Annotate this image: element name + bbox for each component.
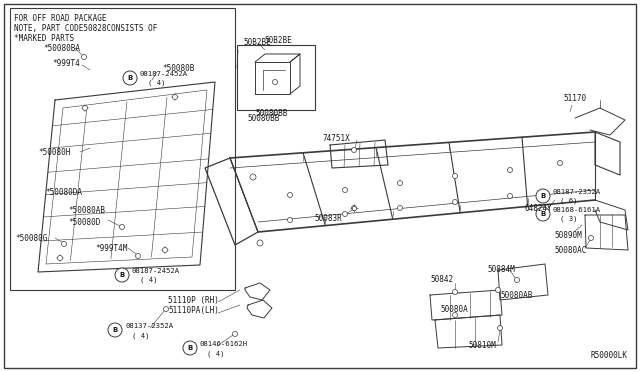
Circle shape [61,241,67,247]
Circle shape [173,94,177,99]
Text: 50B2BE: 50B2BE [264,35,292,45]
Text: *50080G: *50080G [15,234,47,243]
Circle shape [108,323,122,337]
Circle shape [452,173,458,179]
Circle shape [397,180,403,186]
Text: NOTE, PART CODE50828CONSISTS OF: NOTE, PART CODE50828CONSISTS OF [14,23,157,32]
Text: *MARKED PARTS: *MARKED PARTS [14,33,74,42]
Text: 74751X: 74751X [323,134,351,142]
Text: *50080AB: *50080AB [68,205,105,215]
Text: 50B2BE: 50B2BE [243,38,271,46]
Circle shape [83,106,88,110]
Circle shape [123,71,137,85]
Text: 08187-2452A: 08187-2452A [132,268,180,274]
Text: *999T4: *999T4 [52,58,80,67]
Text: R50000LK: R50000LK [591,351,628,360]
Circle shape [536,189,550,203]
Circle shape [273,80,278,84]
Circle shape [515,278,520,282]
Circle shape [257,240,263,246]
Circle shape [250,174,256,180]
Circle shape [351,205,356,211]
Text: ( 6): ( 6) [560,198,577,204]
Circle shape [452,199,458,205]
Circle shape [287,192,292,198]
Text: ( 4): ( 4) [132,333,150,339]
Circle shape [589,235,593,241]
Text: B: B [127,75,132,81]
Text: *50080DA: *50080DA [45,187,82,196]
Text: 51110PA(LH): 51110PA(LH) [168,307,219,315]
Circle shape [342,187,348,192]
Text: 50083R: 50083R [314,214,342,222]
Text: 50080A: 50080A [440,305,468,314]
Text: 50890M: 50890M [554,231,582,240]
Circle shape [163,307,168,311]
Text: *50080D: *50080D [68,218,100,227]
Text: 50080AC: 50080AC [554,246,586,254]
Text: 64824Y: 64824Y [525,203,553,212]
Text: B: B [120,272,125,278]
Text: 50080BB: 50080BB [255,109,287,118]
Text: B: B [113,327,118,333]
Circle shape [536,207,550,221]
Text: 50884M: 50884M [487,266,515,275]
Text: 08146-6162H: 08146-6162H [200,341,248,347]
Text: 50080AB: 50080AB [500,291,532,299]
Bar [10,8,235,290]
Text: 50842: 50842 [430,276,453,285]
Text: ( 4): ( 4) [148,80,166,86]
Text: ( 4): ( 4) [207,351,225,357]
Text: *50080H: *50080H [38,148,70,157]
Circle shape [351,148,356,153]
Text: B: B [188,345,193,351]
Circle shape [287,218,292,222]
Text: 51170: 51170 [563,93,586,103]
Circle shape [183,341,197,355]
Text: ( 4): ( 4) [140,277,157,283]
Text: 08137-2352A: 08137-2352A [125,323,173,329]
Text: *50080BA: *50080BA [43,44,80,52]
Circle shape [342,212,348,217]
Circle shape [495,288,500,292]
Text: B: B [540,211,546,217]
Text: *999T4M: *999T4M [95,244,127,253]
Text: 51110P (RH): 51110P (RH) [168,295,219,305]
Text: 50080BB: 50080BB [247,113,280,122]
Text: 08168-6161A: 08168-6161A [553,207,601,213]
Circle shape [508,167,513,173]
Circle shape [163,247,168,253]
Circle shape [557,160,563,166]
Bar [237,45,315,110]
Text: 50810M: 50810M [468,340,496,350]
Text: 08187-2452A: 08187-2452A [140,71,188,77]
Circle shape [497,326,502,330]
Circle shape [232,331,237,337]
Text: FOR OFF ROAD PACKAGE: FOR OFF ROAD PACKAGE [14,13,106,22]
Circle shape [81,55,86,60]
Circle shape [508,193,513,199]
Circle shape [452,289,458,295]
Circle shape [452,312,458,317]
Text: B: B [540,193,546,199]
Circle shape [136,253,141,259]
Circle shape [397,205,403,211]
Text: *50080B: *50080B [162,64,195,73]
Text: ( 3): ( 3) [560,216,577,222]
Text: 08187-2352A: 08187-2352A [553,189,601,195]
Circle shape [58,256,63,260]
Circle shape [115,268,129,282]
Circle shape [120,224,125,230]
